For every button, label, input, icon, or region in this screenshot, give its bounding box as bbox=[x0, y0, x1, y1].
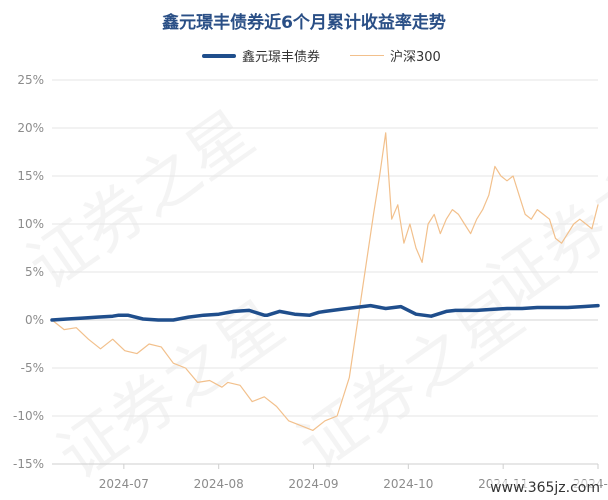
y-tick-label: 25% bbox=[17, 73, 44, 87]
series-line-index bbox=[51, 132, 599, 431]
footer-watermark: www.365jz.com bbox=[490, 480, 600, 496]
y-tick-label: -10% bbox=[13, 409, 44, 423]
legend-label-index: 沪深300 bbox=[390, 50, 441, 65]
legend: 鑫元璟丰债券 沪深300 bbox=[0, 46, 608, 65]
y-tick-label: -5% bbox=[21, 361, 44, 375]
y-tick-label: 0% bbox=[25, 313, 44, 327]
legend-swatch-index bbox=[350, 55, 384, 56]
chart-title: 鑫元璟丰债券近6个月累计收益率走势 bbox=[162, 13, 446, 33]
series-line-fund bbox=[50, 303, 600, 322]
x-tick-label: 2024-10 bbox=[383, 477, 433, 491]
y-tick-label: 5% bbox=[25, 265, 44, 279]
legend-item-index: 沪深300 bbox=[350, 46, 441, 65]
y-tick-label: 15% bbox=[17, 169, 44, 183]
y-tick-label: 20% bbox=[17, 121, 44, 135]
legend-swatch-fund bbox=[202, 53, 236, 58]
x-tick-label: 2024-09 bbox=[288, 477, 338, 491]
legend-label-fund: 鑫元璟丰债券 bbox=[242, 50, 321, 65]
y-tick-label: -15% bbox=[13, 457, 44, 471]
legend-item-fund: 鑫元璟丰债券 bbox=[202, 46, 320, 65]
x-tick-label: 2024-07 bbox=[99, 477, 149, 491]
y-tick-label: 10% bbox=[17, 217, 44, 231]
x-tick-label: 2024-08 bbox=[194, 477, 244, 491]
